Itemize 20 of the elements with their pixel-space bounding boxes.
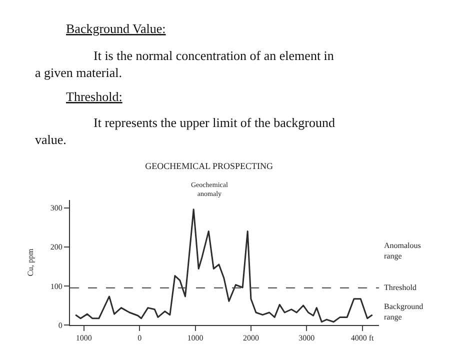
x-tick-label: 3000 <box>298 334 315 343</box>
chart-title: GEOCHEMICAL PROSPECTING <box>145 161 274 172</box>
y-tick-label: 100 <box>50 282 62 291</box>
text: Threshold: <box>66 89 122 104</box>
x-tick-label: 0 <box>138 334 142 343</box>
text: It represents the upper limit of the background value. <box>35 115 336 147</box>
y-tick-label: 200 <box>50 242 62 252</box>
x-tick-label: 1000 <box>76 334 92 343</box>
y-tick-label: 0 <box>58 320 62 330</box>
x-tick-label: 4000 ft <box>350 334 375 343</box>
text: It is the normal concentration of an element in a given material. <box>35 48 334 80</box>
ref-line-label: Threshold <box>384 283 416 292</box>
line-series <box>74 208 374 323</box>
text: Background Value: <box>66 21 166 36</box>
x-tick-label: 1000 <box>187 334 204 343</box>
text: Anomalous range <box>384 241 421 260</box>
y-axis-title: Cu, ppm <box>26 248 36 276</box>
text: Background range <box>384 302 424 322</box>
y-tick-label: 300 <box>50 204 62 213</box>
x-tick-label: 2000 <box>242 334 259 343</box>
